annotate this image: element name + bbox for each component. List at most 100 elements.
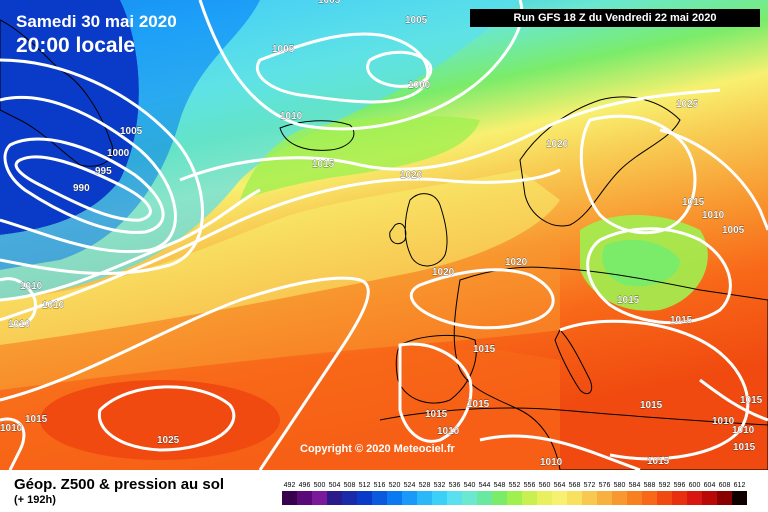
isobar-line [579,114,697,235]
scale-tick-label: 496 [299,482,311,489]
scale-tick-label: 568 [569,482,581,489]
scale-color-cell [372,491,387,505]
scale-color-cell [342,491,357,505]
scale-tick-label: 548 [494,482,506,489]
scale-color-cell [627,491,642,505]
z500-zone-cyan [0,0,520,300]
isobar-line [0,188,261,302]
scale-color-cell [567,491,582,505]
scale-color-cell [702,491,717,505]
isobar-label: 1005 [272,44,295,55]
isobar-label: 1010 [732,425,755,436]
isobar-label: 1015 [617,295,640,306]
legend-title: Géop. Z500 & pression au sol [14,476,225,493]
isobar-label: 1010 [42,300,65,311]
scale-color-cell [357,491,372,505]
scale-color-cell [522,491,537,505]
scale-tick-label: 520 [389,482,401,489]
isobar-label: 1015 [670,315,693,326]
isobar-label: 1010 [540,457,563,468]
scale-tick-label: 560 [539,482,551,489]
isobar-line [398,342,473,443]
land-greenland [0,19,114,167]
isobar-line [14,155,152,222]
scale-tick-label: 564 [554,482,566,489]
scale-color-cell [732,491,747,505]
scale-color-cell [537,491,552,505]
scale-tick-label: 528 [419,482,431,489]
scale-color-cell [507,491,522,505]
scale-tick-label: 580 [614,482,626,489]
isobar-label: 1015 [25,414,48,425]
isobar-line [0,276,370,470]
scale-color-cell [642,491,657,505]
scale-color-cell [582,491,597,505]
land-italy [554,329,593,395]
isobar-label: 1010 [0,423,23,434]
scale-tick-label: 572 [584,482,596,489]
land-british-isles [389,193,448,267]
scale-color-cell [612,491,627,505]
scale-color-cell [657,491,672,505]
z500-zone-green-east-core [602,240,680,287]
isobar-label: 1015 [647,456,670,467]
scale-color-cell [597,491,612,505]
z500-zone-blue [0,0,260,270]
scale-color-cell [717,491,732,505]
scale-color-cell [327,491,342,505]
scale-tick-label: 512 [359,482,371,489]
isobar-label: 1005 [722,225,745,236]
z500-zone-yellow [0,170,560,345]
isobar-label: 1015 [425,409,448,420]
scale-tick-label: 492 [284,482,296,489]
isobar-label: 1015 [473,344,496,355]
scale-tick-label: 532 [434,482,446,489]
land-north-africa [379,407,768,426]
isobar-label: 1005 [120,126,143,137]
scale-color-cell [447,491,462,505]
scale-color-cell [297,491,312,505]
scale-tick-label: 500 [314,482,326,489]
isobar-label: 1010 [8,319,31,330]
isobar-label: 1010 [437,426,460,437]
scale-color-cell [477,491,492,505]
color-scale-legend: 492 496 500 504 508 512 516 520 524 528 532 536 540 5… [282,482,747,505]
isobar-line [479,434,641,470]
scale-color-cell [687,491,702,505]
isobar-labels: 1005 1005 1005 1000 1005 1000 995 990 10… [0,0,763,468]
scale-tick-label: 540 [464,482,476,489]
forecast-date: Samedi 30 mai 2020 [16,12,177,31]
scale-tick-label: 604 [704,482,716,489]
isobar-label: 1020 [546,139,569,150]
scale-tick-label: 516 [374,482,386,489]
isobar-label: 1020 [400,170,423,181]
isobar-line [198,0,524,131]
land-iceland [279,120,355,151]
scale-tick-label: 544 [479,482,491,489]
land-iberia [395,335,477,404]
isobar-line [3,137,165,234]
scale-color-cell [282,491,297,505]
isobar-label: 1010 [280,111,303,122]
scale-tick-label: 584 [629,482,641,489]
isobar-label: 1020 [505,257,528,268]
isobar-line [659,128,768,231]
isobar-line [179,88,721,182]
scale-tick-label: 600 [689,482,701,489]
isobar-label: 1015 [733,442,756,453]
z500-zone-green [240,115,480,200]
scale-tick-label: 508 [344,482,356,489]
scale-tick-label: 524 [404,482,416,489]
isobar-label: 1015 [312,159,335,170]
scale-tick-label: 536 [449,482,461,489]
scale-tick-label: 608 [719,482,731,489]
isobar-label: 1010 [712,416,735,427]
land-continental-europe [453,266,768,470]
z500-zone-orange [0,245,560,390]
isobar-line [0,168,561,322]
isobar-line [256,32,430,104]
isobar-label: 1025 [157,435,180,446]
isobar-label: 995 [95,166,112,177]
scale-color-cell [312,491,327,505]
